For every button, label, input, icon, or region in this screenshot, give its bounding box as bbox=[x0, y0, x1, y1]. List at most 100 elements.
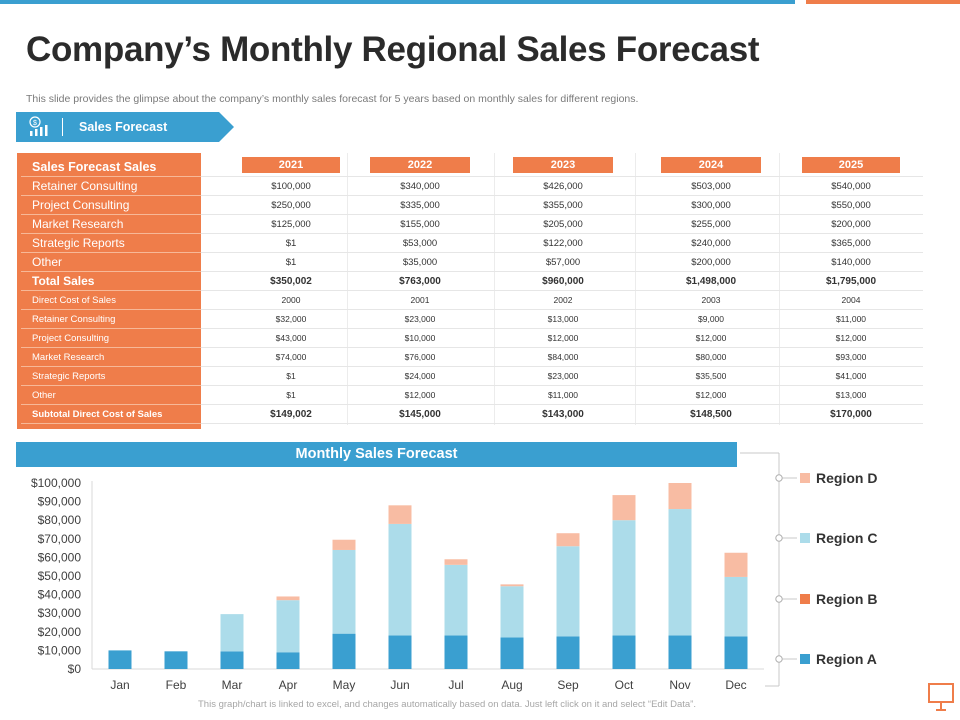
presentation-board-icon bbox=[928, 683, 954, 711]
row-label: Sales Forecast Sales bbox=[21, 158, 201, 177]
table-column-divider bbox=[347, 153, 348, 425]
bar-region-d-oct bbox=[612, 495, 636, 521]
legend-node bbox=[775, 655, 783, 663]
table-row-divider bbox=[201, 195, 923, 196]
bar-region-c-apr bbox=[276, 600, 300, 653]
bar-region-d-dec bbox=[724, 552, 748, 577]
bar-region-a-apr bbox=[276, 652, 300, 669]
x-tick-label: May bbox=[333, 678, 356, 692]
table-cell: $148,500 bbox=[690, 409, 732, 420]
x-tick-label: Apr bbox=[279, 678, 298, 692]
bar-region-c-dec bbox=[724, 576, 748, 637]
section-tag-background bbox=[16, 112, 234, 142]
table-cell: $76,000 bbox=[404, 352, 436, 362]
x-tick-label: Dec bbox=[725, 678, 746, 692]
table-cell: $53,000 bbox=[402, 238, 438, 249]
table-cell: $1 bbox=[285, 257, 297, 268]
table-cell: $32,000 bbox=[275, 314, 307, 324]
legend-swatch-region-b bbox=[800, 594, 810, 604]
table-cell: $93,000 bbox=[835, 352, 867, 362]
x-tick-label: Mar bbox=[222, 678, 243, 692]
bar-region-c-nov bbox=[668, 509, 692, 636]
section-tag-divider bbox=[62, 118, 63, 136]
x-tick-label: Nov bbox=[669, 678, 690, 692]
table-cell: $550,000 bbox=[831, 200, 871, 211]
table-column-divider bbox=[494, 153, 495, 425]
bar-region-c-jun bbox=[388, 523, 412, 636]
sales-forecast-table: Sales Forecast Sales Retainer Consulting P… bbox=[17, 153, 923, 429]
y-tick-label: $100,000 bbox=[31, 476, 81, 490]
x-tick-label: Feb bbox=[166, 678, 187, 692]
bar-region-c-aug bbox=[500, 586, 524, 638]
table-row-divider bbox=[201, 290, 923, 291]
row-label: Other bbox=[21, 386, 201, 405]
legend-label: Region B bbox=[816, 591, 877, 607]
y-tick-label: $0 bbox=[68, 662, 82, 676]
table-row-divider bbox=[201, 328, 923, 329]
table-cell: $100,000 bbox=[271, 181, 311, 192]
table-cell: $426,000 bbox=[543, 181, 583, 192]
table-cell: 2003 bbox=[701, 295, 721, 305]
monthly-sales-chart: $0 $10,000 $20,000 $30,000 $40,000 $50,000 $60… bbox=[31, 476, 764, 692]
bar-region-a-mar bbox=[220, 651, 244, 669]
table-cell: $125,000 bbox=[271, 219, 311, 230]
table-cell: $255,000 bbox=[691, 219, 731, 230]
table-row-divider bbox=[201, 385, 923, 386]
bar-region-c-sep bbox=[556, 546, 580, 637]
table-cell: $143,000 bbox=[542, 409, 584, 420]
table-cell: $13,000 bbox=[835, 390, 867, 400]
x-tick-label: Sep bbox=[557, 678, 579, 692]
table-cell: $11,000 bbox=[547, 390, 579, 400]
table-cell: $240,000 bbox=[691, 238, 731, 249]
table-cell: $35,000 bbox=[402, 257, 438, 268]
table-cell: $155,000 bbox=[400, 219, 440, 230]
table-cell: $1 bbox=[285, 238, 297, 249]
legend-label: Region D bbox=[816, 470, 877, 486]
table-cell: $355,000 bbox=[543, 200, 583, 211]
row-label: Strategic Reports bbox=[21, 234, 201, 253]
table-cell: $80,000 bbox=[695, 352, 727, 362]
table-row-divider bbox=[201, 176, 923, 177]
table-cell: $1,498,000 bbox=[685, 276, 737, 287]
table-row-divider bbox=[201, 309, 923, 310]
table-cell: $10,000 bbox=[404, 333, 436, 343]
table-cell: $170,000 bbox=[830, 409, 872, 420]
bar-region-d-apr bbox=[276, 596, 300, 601]
table-cell: $9,000 bbox=[698, 314, 724, 324]
x-tick-label: Jun bbox=[390, 678, 409, 692]
table-row-divider bbox=[201, 404, 923, 405]
legend-node bbox=[775, 595, 783, 603]
y-tick-label: $70,000 bbox=[38, 532, 82, 546]
bar-region-a-aug bbox=[500, 637, 524, 669]
x-tick-label: Jul bbox=[448, 678, 463, 692]
year-header-2023: 2023 bbox=[513, 157, 613, 173]
table-row-divider bbox=[201, 271, 923, 272]
bar-region-d-jul bbox=[444, 559, 468, 565]
y-tick-label: $20,000 bbox=[38, 625, 82, 639]
legend-node bbox=[775, 534, 783, 542]
legend-swatch-region-c bbox=[800, 533, 810, 543]
page-subtitle: This slide provides the glimpse about th… bbox=[26, 93, 639, 105]
row-label: Retainer Consulting bbox=[21, 177, 201, 196]
bar-region-d-nov bbox=[668, 483, 692, 510]
legend-swatch-region-d bbox=[800, 473, 810, 483]
y-tick-label: $10,000 bbox=[38, 643, 82, 657]
table-cell: $57,000 bbox=[545, 257, 581, 268]
table-row-divider bbox=[201, 366, 923, 367]
table-row-divider bbox=[201, 233, 923, 234]
table-cell: 2001 bbox=[410, 295, 430, 305]
table-cell: $11,000 bbox=[835, 314, 867, 324]
dollar-chart-icon: $ bbox=[29, 116, 48, 136]
row-label: Market Research bbox=[21, 348, 201, 367]
table-column-divider bbox=[779, 153, 780, 425]
table-cell: $205,000 bbox=[543, 219, 583, 230]
year-header-2025: 2025 bbox=[802, 157, 900, 173]
y-tick-label: $30,000 bbox=[38, 606, 82, 620]
table-cell: $250,000 bbox=[271, 200, 311, 211]
bar-region-a-nov bbox=[668, 635, 692, 669]
table-cell: $340,000 bbox=[400, 181, 440, 192]
table-cell: $12,000 bbox=[547, 333, 579, 343]
year-header-2021: 2021 bbox=[242, 157, 340, 173]
year-header-2024: 2024 bbox=[661, 157, 761, 173]
bar-region-a-jan bbox=[108, 650, 132, 669]
